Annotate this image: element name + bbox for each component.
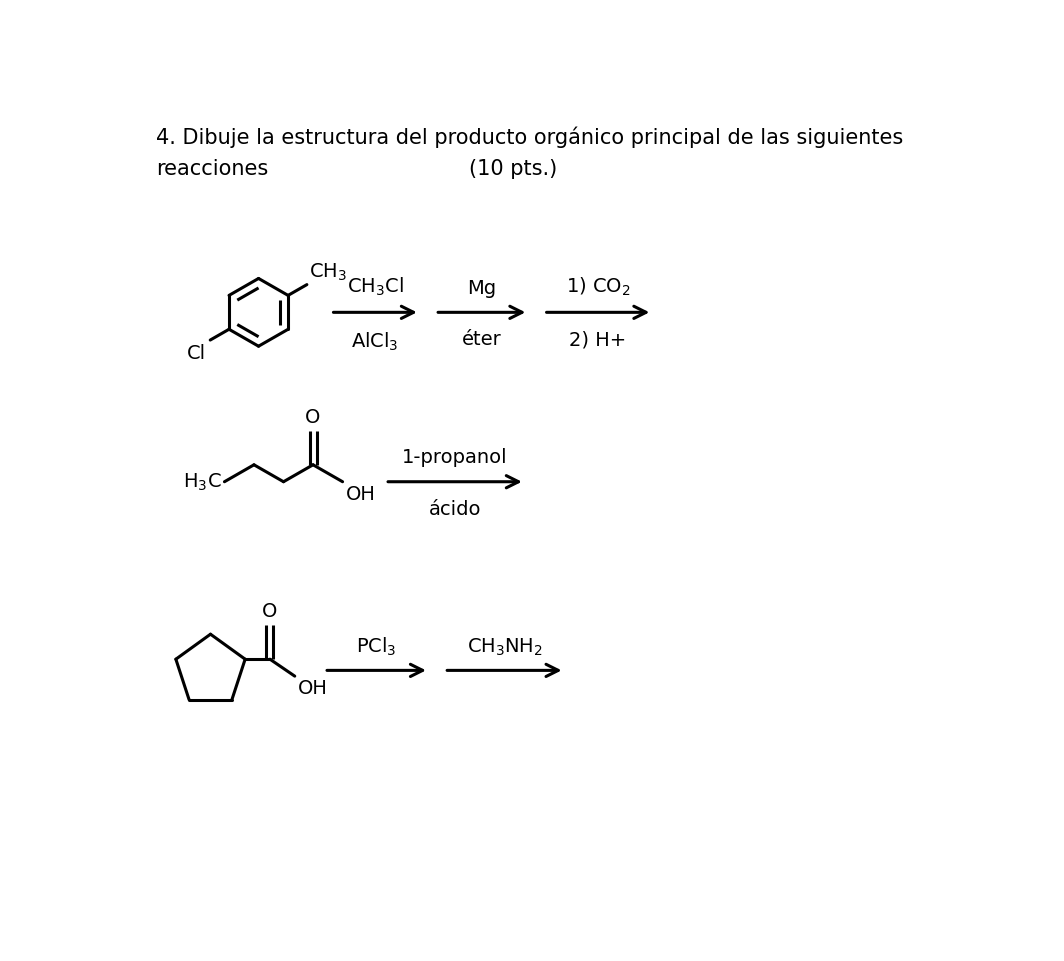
- Text: Mg: Mg: [467, 279, 496, 298]
- Text: éter: éter: [462, 330, 501, 349]
- Text: CH$_3$: CH$_3$: [310, 261, 347, 283]
- Text: 1-propanol: 1-propanol: [402, 448, 508, 467]
- Text: O: O: [305, 407, 320, 426]
- Text: 1) CO$_2$: 1) CO$_2$: [566, 276, 630, 298]
- Text: 2) H+: 2) H+: [569, 330, 627, 349]
- Text: AlCl$_3$: AlCl$_3$: [351, 330, 399, 352]
- Text: O: O: [262, 602, 278, 620]
- Text: 4. Dibuje la estructura del producto orgánico principal de las siguientes: 4. Dibuje la estructura del producto org…: [156, 126, 903, 148]
- Text: Cl: Cl: [186, 344, 205, 362]
- Text: reacciones: reacciones: [156, 160, 268, 179]
- Text: OH: OH: [298, 678, 328, 697]
- Text: H$_3$C: H$_3$C: [183, 472, 222, 493]
- Text: OH: OH: [346, 484, 376, 504]
- Text: ácido: ácido: [429, 499, 481, 518]
- Text: (10 pts.): (10 pts.): [468, 160, 556, 179]
- Text: CH$_3$NH$_2$: CH$_3$NH$_2$: [466, 635, 543, 656]
- Text: PCl$_3$: PCl$_3$: [356, 634, 397, 656]
- Text: CH$_3$Cl: CH$_3$Cl: [347, 276, 403, 298]
